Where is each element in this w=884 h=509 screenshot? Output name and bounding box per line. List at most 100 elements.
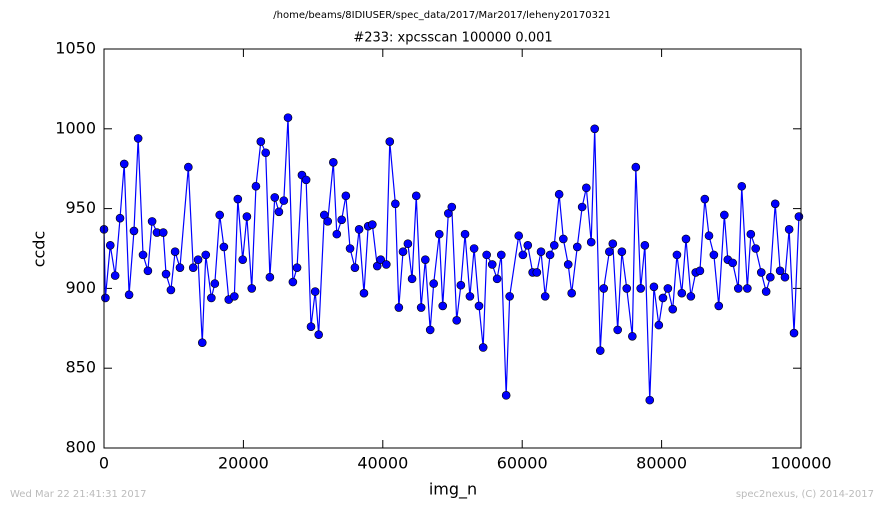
- point: [743, 284, 752, 293]
- point: [247, 284, 257, 293]
- point: [751, 244, 760, 253]
- x-tick-label: 0: [99, 454, 109, 473]
- point: [672, 250, 682, 260]
- point: [385, 137, 395, 146]
- point: [279, 196, 289, 205]
- point: [681, 234, 691, 244]
- point: [636, 284, 645, 293]
- point: [780, 272, 790, 282]
- point: [608, 239, 618, 249]
- point: [416, 303, 426, 312]
- point: [700, 194, 710, 204]
- point: [613, 325, 622, 335]
- point: [452, 316, 461, 325]
- x-tick-label: 20000: [218, 454, 269, 473]
- point: [532, 268, 542, 277]
- point: [429, 279, 438, 288]
- point: [242, 212, 252, 221]
- point: [368, 220, 377, 229]
- point: [605, 247, 614, 256]
- point: [251, 181, 261, 191]
- point: [119, 159, 129, 169]
- point: [514, 231, 524, 241]
- point: [425, 325, 435, 335]
- y-tick-label: 900: [65, 278, 96, 297]
- point: [559, 234, 568, 244]
- point: [545, 250, 555, 260]
- point: [582, 183, 591, 193]
- x-axis-label: img_n: [429, 480, 477, 500]
- point: [518, 250, 528, 260]
- point: [686, 292, 696, 301]
- point: [283, 113, 293, 122]
- file-path: /home/beams/8IDIUSER/spec_data/2017/Mar2…: [273, 10, 610, 21]
- point: [288, 277, 298, 287]
- y-tick-label: 800: [65, 438, 96, 457]
- point: [590, 124, 599, 134]
- point: [720, 210, 729, 220]
- x-tick-label: 100000: [770, 454, 831, 473]
- point: [381, 260, 391, 269]
- point: [770, 199, 780, 209]
- point: [645, 395, 655, 405]
- point: [310, 287, 320, 296]
- point: [482, 250, 491, 260]
- point: [628, 331, 637, 341]
- point: [124, 290, 134, 300]
- point: [728, 258, 737, 268]
- point: [292, 263, 302, 272]
- point: [391, 199, 400, 209]
- point: [261, 148, 271, 158]
- point: [337, 215, 346, 225]
- point: [376, 255, 386, 264]
- point: [143, 266, 153, 276]
- point: [314, 330, 323, 339]
- point: [421, 255, 430, 264]
- point: [129, 226, 139, 236]
- point: [219, 242, 229, 252]
- point: [523, 241, 533, 250]
- point: [207, 293, 216, 303]
- point: [746, 229, 756, 239]
- point: [474, 301, 484, 311]
- point: [175, 263, 185, 272]
- point: [622, 284, 632, 293]
- point: [567, 288, 576, 298]
- point: [640, 241, 650, 250]
- point: [170, 247, 180, 256]
- point: [230, 292, 239, 301]
- point: [201, 250, 211, 260]
- point: [631, 162, 641, 172]
- point: [238, 255, 248, 264]
- point: [733, 284, 743, 293]
- point: [496, 250, 506, 260]
- point: [403, 239, 413, 249]
- point: [105, 241, 115, 250]
- point: [794, 212, 804, 221]
- point: [599, 284, 609, 293]
- point: [407, 274, 417, 284]
- point: [394, 303, 404, 312]
- point: [540, 292, 550, 301]
- point: [572, 242, 582, 252]
- point: [649, 282, 659, 292]
- footer-date: Wed Mar 22 21:41:31 2017: [10, 489, 146, 500]
- point: [709, 250, 719, 260]
- point: [354, 225, 364, 234]
- point: [147, 217, 157, 226]
- point: [654, 320, 664, 330]
- point: [215, 210, 225, 220]
- point: [345, 244, 355, 253]
- point: [469, 244, 479, 253]
- x-tick-label: 80000: [636, 454, 687, 473]
- point: [784, 225, 794, 234]
- point: [301, 175, 311, 185]
- point: [332, 229, 342, 239]
- point: [110, 271, 120, 280]
- point: [138, 250, 148, 260]
- footer-credit: spec2nexus, (C) 2014-2017: [736, 489, 874, 500]
- point: [595, 346, 605, 355]
- plot-frame: [103, 48, 802, 449]
- point: [492, 274, 502, 284]
